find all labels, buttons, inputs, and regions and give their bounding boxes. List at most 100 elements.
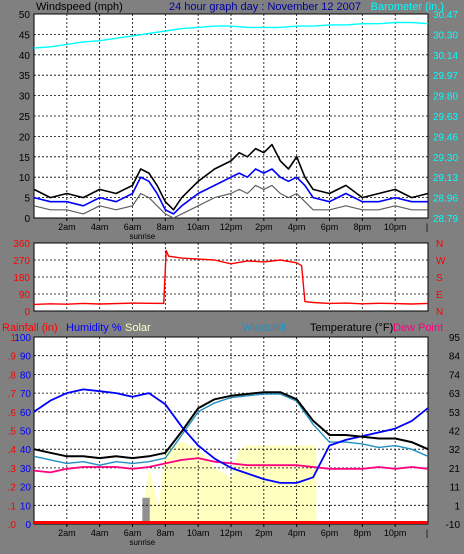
compass-tick-label: W (436, 256, 446, 267)
legend-temperature: Temperature (°F) (310, 322, 393, 334)
time-tick-label: 10am (187, 222, 210, 232)
rain-tick-label: .2 (8, 483, 17, 494)
time-tick-label: 8pm (354, 528, 372, 538)
time-tick-label: 8pm (354, 222, 372, 232)
legend-solar: Solar (125, 322, 151, 334)
rain-tick-label: .6 (8, 408, 17, 419)
time-tick-label: 6pm (321, 222, 339, 232)
time-tick-label: 2am (58, 528, 76, 538)
temperature-tick-label: 84 (449, 352, 461, 363)
legend-windchill: Windchill (242, 322, 286, 334)
humidity-tick-label: 10 (20, 501, 32, 512)
humidity-tick-label: 100 (14, 333, 31, 344)
time-tick-label: 4am (91, 222, 109, 232)
direction-tick-label: 360 (13, 239, 30, 250)
humidity-tick-label: 20 (20, 483, 32, 494)
humidity-rain-axis: .0.1.2.3.4.5.6.7.8.910102030405060708090… (8, 333, 32, 531)
temperature-tick-label: 53 (449, 408, 461, 419)
rain-tick-label: .3 (8, 464, 17, 475)
windspeed-tick-label: 20 (19, 132, 31, 143)
solar-area (142, 441, 317, 524)
temperature-humidity-grid (34, 337, 428, 524)
barometer-tick-label: 29.80 (433, 92, 458, 103)
time-tick-label: 6pm (321, 528, 339, 538)
time-tick-label: 4pm (288, 528, 306, 538)
rain-tick-label: .9 (8, 352, 17, 363)
sunrise-label: sunrise (129, 538, 155, 547)
humidity-tick-label: 30 (20, 464, 32, 475)
rain-tick-label: .1 (8, 501, 17, 512)
time-tick-label: 8am (157, 528, 175, 538)
barometer-tick-label: 30.47 (433, 10, 458, 21)
rain-tick-label: .4 (8, 445, 17, 456)
barometer-tick-label: 29.30 (433, 153, 458, 164)
wind-barometer-panel: 0 5 10 15 20 25 30 35 40 45 50 28.79 28.96 29.13 29.3… (19, 1, 459, 241)
windspeed-tick-label: 30 (19, 92, 31, 103)
barometer-label: Barometer (in.) (371, 1, 444, 13)
rainfall-bar (34, 521, 428, 524)
temperature-time-axis: 2am 4am 6am 8am 10am 12pm 2pm 4pm 6pm 8pm 10pm sunr… (58, 524, 428, 547)
time-tick-label: 6am (124, 528, 142, 538)
barometer-tick-label: 30.14 (433, 51, 458, 62)
time-tick-label: 12pm (220, 222, 243, 232)
barometer-tick-label: 28.96 (433, 194, 458, 205)
sunrise-label: sunrise (129, 232, 155, 241)
humidity-tick-label: 70 (20, 389, 32, 400)
barometer-tick-label: 30.30 (433, 30, 458, 41)
windspeed-tick-label: 10 (19, 173, 31, 184)
rain-tick-label: .7 (8, 389, 17, 400)
humidity-tick-label: 90 (20, 352, 32, 363)
time-end-marker: | (426, 528, 428, 538)
rain-tick-label: 1 (10, 333, 16, 344)
windspeed-tick-label: 45 (19, 30, 31, 41)
direction-tick-label: 180 (13, 273, 30, 284)
temperature-tick-label: 21 (449, 464, 461, 475)
windspeed-tick-label: 0 (24, 214, 30, 225)
time-tick-label: 6am (124, 222, 142, 232)
barometer-axis: 28.79 28.96 29.13 29.30 29.46 29.63 29.80 29.97… (433, 10, 458, 225)
wind-barometer-time-axis: 2am 4am 6am 8am 10am 12pm 2pm 4pm 6pm 8pm 10pm sunr… (58, 218, 428, 241)
windspeed-tick-label: 15 (19, 153, 31, 164)
windchill-line (33, 393, 429, 466)
windspeed-high-line (33, 143, 429, 211)
rain-tick-label: .5 (8, 427, 17, 438)
humidity-tick-label: 40 (20, 445, 32, 456)
dew-point-line (33, 457, 429, 474)
compass-tick-label: S (436, 273, 443, 284)
solar-fill-layer (142, 441, 317, 524)
barometer-tick-label: 29.46 (433, 132, 458, 143)
windspeed-tick-label: 40 (19, 51, 31, 62)
time-tick-label: 2am (58, 222, 76, 232)
direction-tick-label: 270 (13, 256, 30, 267)
windspeed-label: Windspeed (mph) (36, 1, 123, 13)
wind-direction-grid (34, 243, 428, 311)
temperature-line (33, 391, 429, 460)
legend-dew-point: Dew Point (393, 322, 443, 334)
barometer-tick-label: 28.79 (433, 214, 458, 225)
time-tick-label: 4am (91, 528, 109, 538)
wind-barometer-series (33, 21, 429, 219)
barometer-tick-label: 29.13 (433, 173, 458, 184)
temperature-tick-label: 42 (449, 427, 461, 438)
time-tick-label: 10pm (384, 222, 407, 232)
time-tick-label: 12pm (220, 528, 243, 538)
rain-tick-label: .8 (8, 370, 17, 381)
temperature-tick-label: 11 (450, 483, 461, 494)
humidity-tick-label: 60 (20, 408, 32, 419)
barometer-tick-label: 29.63 (433, 112, 458, 123)
solar-sunrise-shade (142, 497, 150, 524)
wind-direction-degrees-axis: 0 90 180 270 360 (13, 239, 30, 318)
wind-direction-line (33, 249, 429, 306)
humidity-tick-label: 0 (25, 520, 31, 531)
windspeed-tick-label: 35 (19, 71, 31, 82)
time-tick-label: 4pm (288, 222, 306, 232)
time-tick-label: 2pm (255, 528, 273, 538)
windspeed-axis: 0 5 10 15 20 25 30 35 40 45 50 (19, 10, 31, 225)
windspeed-tick-label: 5 (24, 194, 30, 205)
wind-direction-series (33, 249, 429, 306)
windspeed-low-line (33, 184, 428, 219)
temperature-tick-label: -10 (446, 520, 461, 531)
